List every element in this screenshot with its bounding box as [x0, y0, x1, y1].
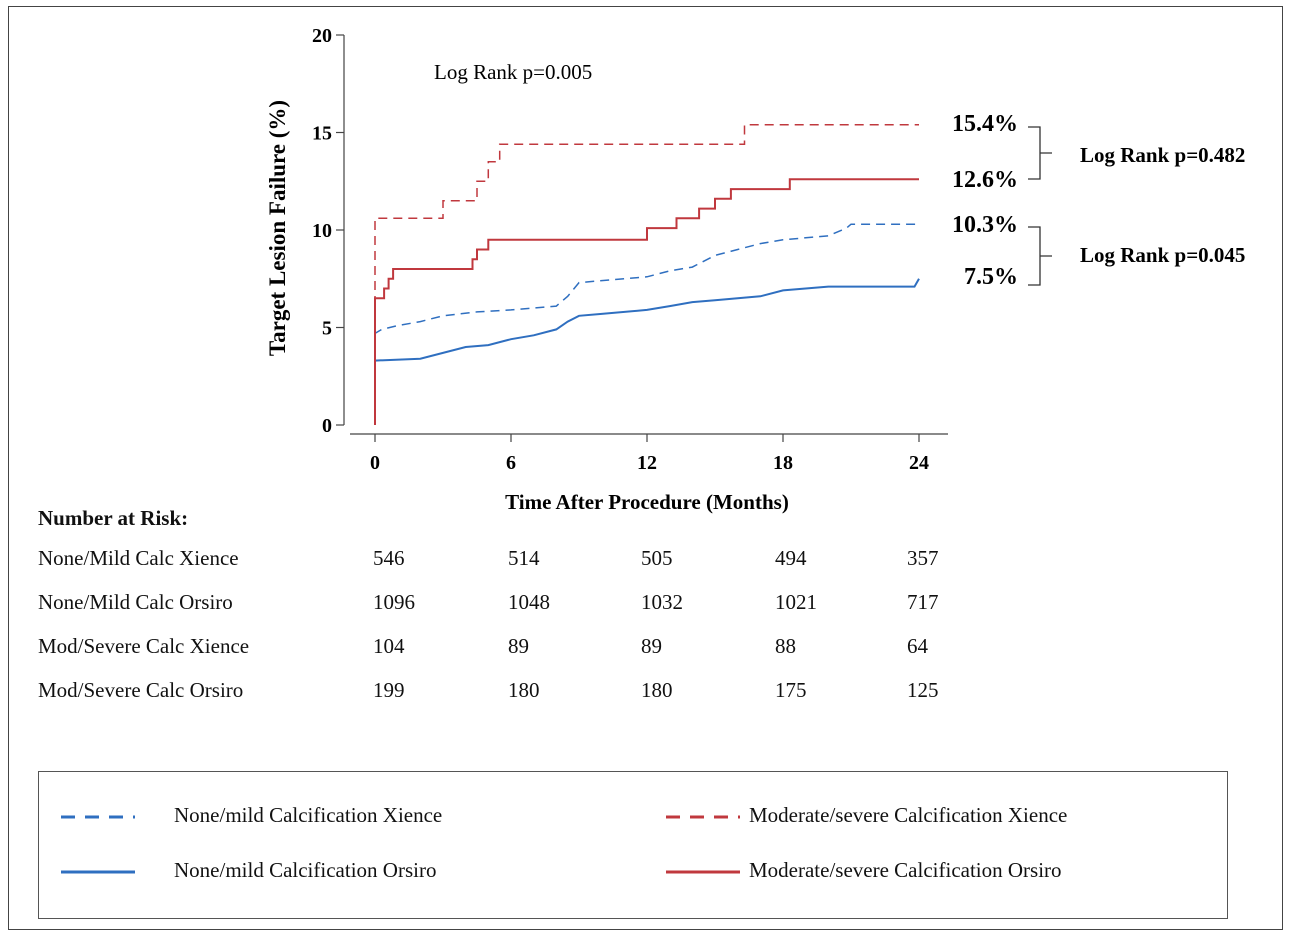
- chart-axes: 0 5 10 15 20 0 6 12 18 24: [312, 25, 948, 474]
- risk-cell: 717: [907, 590, 939, 614]
- risk-cell: 505: [641, 546, 673, 570]
- bracket-0: [1028, 126, 1052, 180]
- legend-item: None/mild Calcification Orsiro: [59, 858, 599, 886]
- x-tick-label: 6: [506, 452, 516, 474]
- legend-swatch: [61, 870, 135, 874]
- risk-cell: 546: [373, 546, 405, 570]
- legend-swatch: [61, 815, 135, 819]
- risk-cell: 125: [907, 678, 939, 702]
- risk-row-label: Mod/Severe Calc Orsiro: [38, 678, 244, 702]
- risk-cell: 1032: [641, 590, 683, 614]
- pairwise-log-rank-0: Log Rank p=0.482: [1080, 143, 1245, 167]
- pairwise-log-rank-1: Log Rank p=0.045: [1080, 243, 1245, 267]
- legend-item: None/mild Calcification Xience: [59, 803, 599, 831]
- chart-labels-layer: 15.4% 12.6% 10.3% 7.5% Log Rank p=0.482 Log R…: [952, 111, 1245, 290]
- legend-swatch: [666, 815, 740, 819]
- risk-cell: 64: [907, 634, 928, 658]
- risk-cell: 1021: [775, 590, 817, 614]
- figure-frame: [8, 6, 1283, 930]
- end-value-label: 10.3%: [952, 212, 1018, 238]
- risk-cell: 175: [775, 678, 807, 702]
- y-tick-label: 0: [322, 415, 332, 437]
- end-value-label: 7.5%: [964, 264, 1018, 290]
- risk-cell: 104: [373, 634, 405, 658]
- y-axis-label: Target Lesion Failure (%): [265, 100, 290, 356]
- risk-row-label: None/Mild Calc Orsiro: [38, 590, 233, 614]
- legend-swatch: [666, 870, 740, 874]
- legend-label: None/mild Calcification Orsiro: [174, 858, 437, 882]
- legend: None/mild Calcification Xience Moderate/s…: [38, 771, 1228, 919]
- risk-table-title: Number at Risk:: [38, 506, 189, 530]
- end-value-label: 12.6%: [952, 167, 1018, 193]
- risk-cell: 1096: [373, 590, 415, 614]
- legend-item: Moderate/severe Calcification Xience: [664, 803, 1204, 831]
- end-value-label: 15.4%: [952, 111, 1018, 137]
- overall-log-rank: Log Rank p=0.005: [434, 60, 592, 84]
- x-tick-label: 12: [637, 452, 657, 474]
- risk-cell: 180: [641, 678, 673, 702]
- x-tick-label: 18: [773, 452, 793, 474]
- bracket-1: [1028, 226, 1052, 286]
- y-tick-label: 20: [312, 25, 332, 47]
- y-tick-label: 15: [312, 123, 332, 145]
- risk-cell: 89: [641, 634, 662, 658]
- risk-cell: 494: [775, 546, 807, 570]
- risk-row-label: None/Mild Calc Xience: [38, 546, 239, 570]
- y-tick-label: 10: [312, 220, 332, 242]
- legend-label: None/mild Calcification Xience: [174, 803, 443, 827]
- risk-cell: 1048: [508, 590, 550, 614]
- series-line-3: [374, 178, 919, 425]
- legend-label: Moderate/severe Calcification Orsiro: [749, 858, 1062, 882]
- legend-item: Moderate/severe Calcification Orsiro: [664, 858, 1204, 886]
- series-line-0: [374, 223, 919, 425]
- x-axis-label: Time After Procedure (Months): [505, 490, 789, 514]
- risk-row-label: Mod/Severe Calc Xience: [38, 634, 250, 658]
- risk-cell: 514: [508, 546, 540, 570]
- legend-label: Moderate/severe Calcification Xience: [749, 803, 1068, 827]
- y-tick-label: 5: [322, 318, 332, 340]
- x-tick-label: 24: [909, 452, 929, 474]
- risk-cell: 88: [775, 634, 796, 658]
- chart-series-layer: [374, 123, 920, 425]
- x-tick-label: 0: [370, 452, 380, 474]
- risk-cell: 199: [373, 678, 405, 702]
- risk-cell: 89: [508, 634, 529, 658]
- series-line-2: [374, 123, 919, 425]
- series-line-1: [374, 278, 920, 425]
- risk-cell: 357: [907, 546, 939, 570]
- risk-cell: 180: [508, 678, 540, 702]
